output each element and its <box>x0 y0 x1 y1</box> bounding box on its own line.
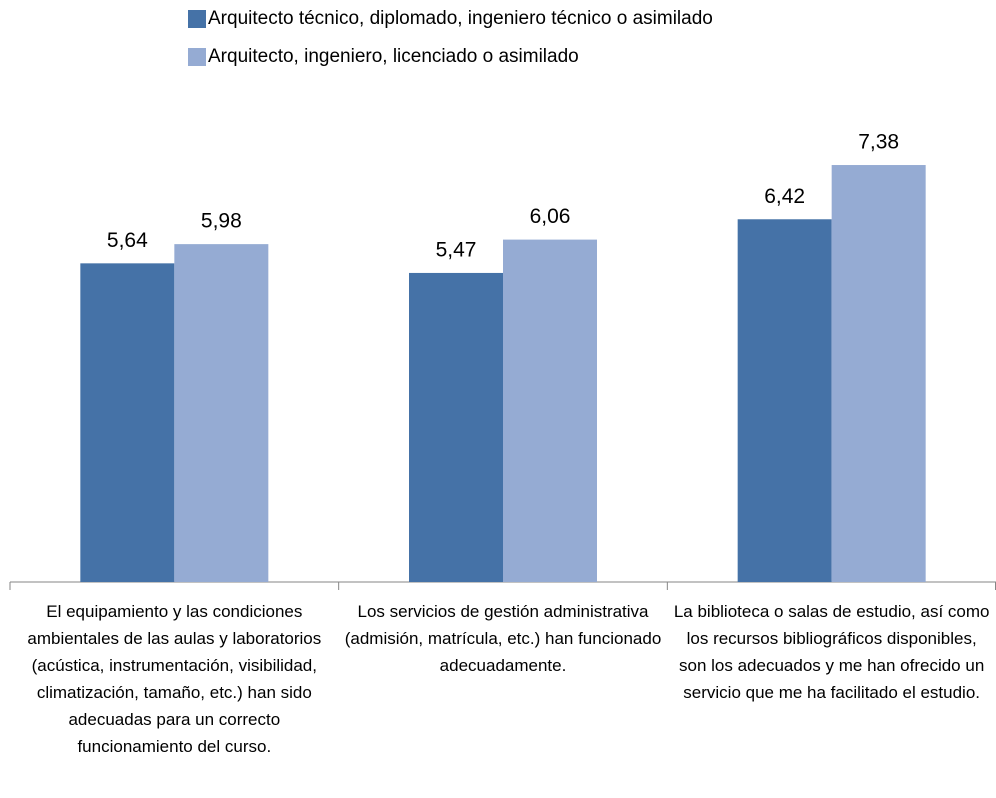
legend-swatch <box>188 48 206 66</box>
bar <box>831 165 926 582</box>
x-tick-label: El equipamiento y las condiciones ambien… <box>27 602 322 756</box>
bar <box>409 272 503 582</box>
legend-swatch <box>188 10 206 28</box>
data-label: 5,98 <box>201 210 242 233</box>
legend-label: Arquitecto técnico, diplomado, ingeniero… <box>208 8 713 29</box>
x-tick-label: La biblioteca o salas de estudio, así co… <box>673 602 990 702</box>
x-tick-label: Los servicios de gestión administrativa … <box>344 602 662 675</box>
data-label: 6,42 <box>764 185 805 208</box>
bar <box>503 239 597 583</box>
bar <box>737 219 832 582</box>
legend-label: Arquitecto, ingeniero, licenciado o asim… <box>208 46 579 67</box>
data-label: 5,64 <box>107 229 148 252</box>
data-label: 5,47 <box>436 238 477 261</box>
bar <box>80 263 175 582</box>
data-label: 7,38 <box>858 131 899 154</box>
bar <box>174 244 269 582</box>
data-label: 6,06 <box>530 205 571 228</box>
